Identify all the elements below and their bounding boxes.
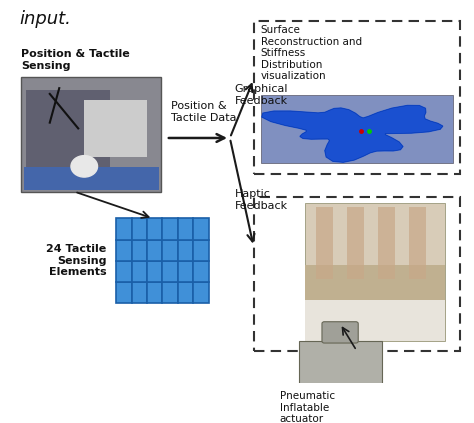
Bar [316, 207, 333, 279]
Bar [131, 282, 147, 303]
Bar [147, 218, 162, 239]
Polygon shape [262, 105, 443, 162]
Bar [21, 77, 161, 192]
Bar [378, 207, 395, 279]
Bar [305, 265, 446, 341]
Text: Position &
Tactile Data: Position & Tactile Data [171, 101, 236, 123]
Bar [147, 282, 162, 303]
Bar [26, 90, 110, 176]
Bar [178, 218, 193, 239]
Bar [178, 239, 193, 261]
Bar [178, 282, 193, 303]
Bar [116, 218, 131, 239]
Bar [193, 261, 209, 282]
Bar [305, 300, 446, 341]
Bar [116, 282, 131, 303]
Text: Position & Tactile
Sensing: Position & Tactile Sensing [21, 49, 130, 71]
Bar [299, 341, 382, 387]
Bar [162, 261, 178, 282]
Bar [193, 218, 209, 239]
Bar [131, 239, 147, 261]
Bar [162, 218, 178, 239]
Text: 24 Tactile
Sensing
Elements: 24 Tactile Sensing Elements [46, 244, 107, 277]
Circle shape [71, 156, 98, 177]
FancyBboxPatch shape [322, 322, 358, 343]
Bar [254, 21, 460, 174]
Bar [193, 239, 209, 261]
Text: Surface
Reconstruction and
Stiffness
Distribution
visualization: Surface Reconstruction and Stiffness Dis… [261, 25, 362, 81]
Bar [84, 100, 147, 157]
Bar [347, 207, 364, 279]
Text: Haptic
Feedback: Haptic Feedback [235, 189, 288, 211]
Bar [147, 261, 162, 282]
Bar [409, 207, 426, 279]
Bar [178, 261, 193, 282]
Bar [162, 282, 178, 303]
Bar [162, 239, 178, 261]
Bar [305, 203, 446, 341]
Text: Graphical
Feedback: Graphical Feedback [235, 85, 288, 106]
Bar [193, 282, 209, 303]
Text: Pneumatic
Inflatable
actuator: Pneumatic Inflatable actuator [280, 391, 335, 423]
Bar [131, 218, 147, 239]
Bar [116, 239, 131, 261]
Bar [254, 198, 460, 351]
Text: input.: input. [19, 10, 71, 27]
Bar [131, 261, 147, 282]
Bar [261, 96, 453, 163]
Bar [116, 261, 131, 282]
Bar [147, 239, 162, 261]
Bar [24, 167, 159, 190]
